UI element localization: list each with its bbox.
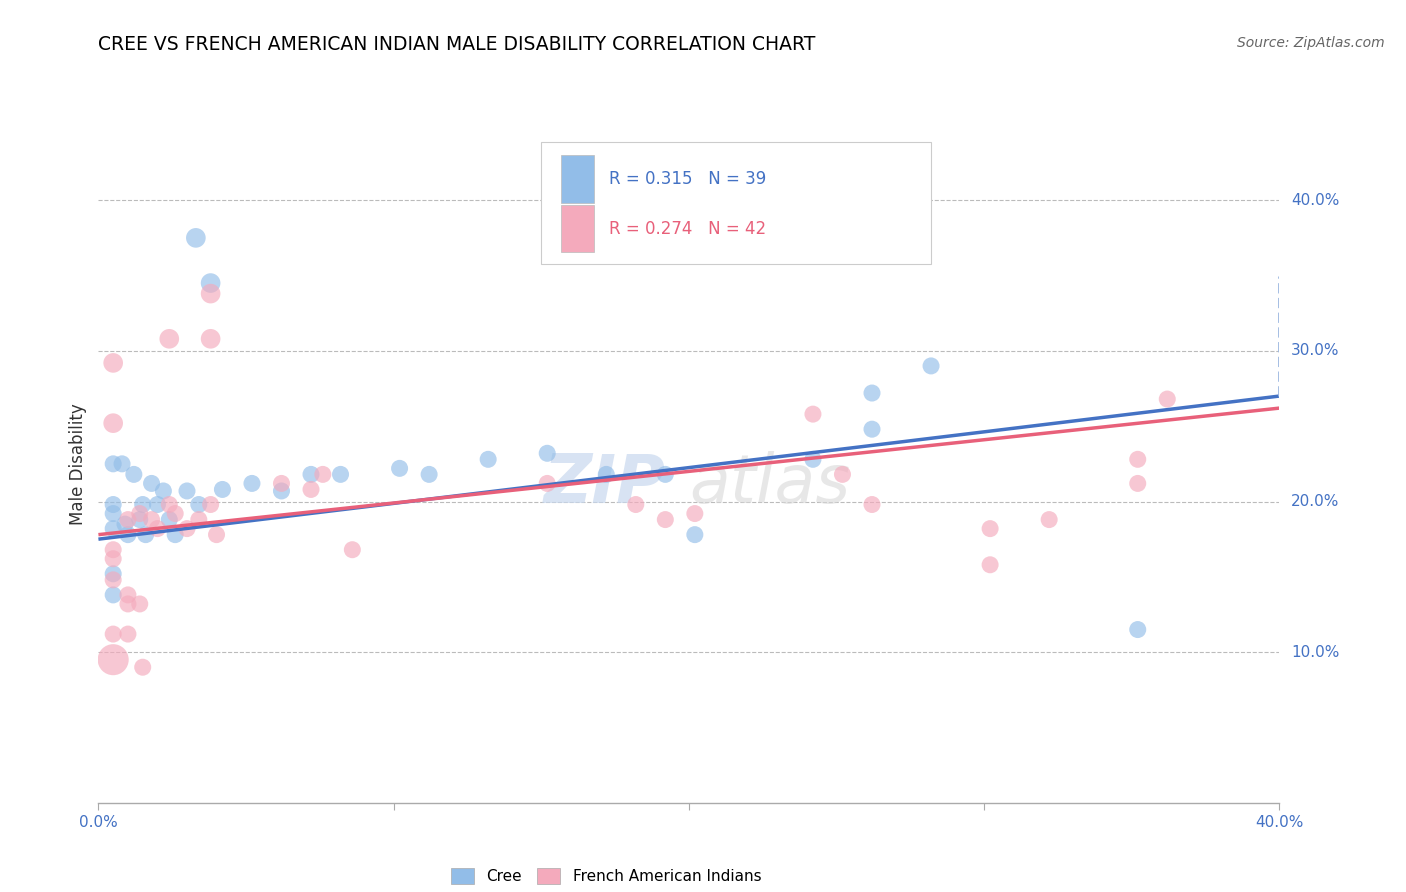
Point: [111, 457, 134, 471]
Point: [132, 498, 155, 512]
Point: [299, 483, 322, 497]
Text: CREE VS FRENCH AMERICAN INDIAN MALE DISABILITY CORRELATION CHART: CREE VS FRENCH AMERICAN INDIAN MALE DISA…: [98, 35, 815, 54]
Point: [117, 627, 139, 641]
Point: [176, 522, 198, 536]
Point: [157, 332, 180, 346]
Point: [1126, 452, 1149, 467]
Point: [200, 498, 222, 512]
Point: [165, 507, 187, 521]
Text: 20.0%: 20.0%: [1291, 494, 1340, 509]
Point: [103, 507, 125, 521]
Point: [128, 512, 150, 526]
Point: [200, 332, 222, 346]
Point: [103, 573, 125, 587]
Point: [117, 512, 139, 526]
Text: 10.0%: 10.0%: [1291, 645, 1340, 660]
Point: [184, 231, 207, 245]
Legend: Cree, French American Indians: Cree, French American Indians: [446, 862, 768, 890]
Point: [860, 386, 883, 401]
Text: atlas: atlas: [689, 451, 851, 517]
Point: [157, 512, 180, 526]
Point: [801, 452, 824, 467]
Text: R = 0.315   N = 39: R = 0.315 N = 39: [609, 170, 766, 188]
Point: [165, 527, 187, 541]
Point: [342, 542, 364, 557]
Point: [146, 522, 169, 536]
Point: [270, 483, 292, 498]
Point: [117, 588, 139, 602]
Point: [654, 467, 676, 482]
Text: Source: ZipAtlas.com: Source: ZipAtlas.com: [1237, 36, 1385, 50]
Point: [103, 566, 125, 581]
Bar: [561, 155, 595, 202]
Point: [329, 467, 352, 482]
Point: [1038, 512, 1060, 526]
Point: [595, 467, 617, 482]
Point: [152, 483, 174, 498]
Point: [654, 512, 676, 526]
Text: ZIP: ZIP: [544, 451, 665, 517]
Point: [103, 542, 125, 557]
Point: [536, 446, 558, 460]
Point: [418, 467, 440, 482]
Point: [128, 597, 150, 611]
Point: [103, 457, 125, 471]
Point: [141, 476, 163, 491]
Point: [205, 527, 228, 541]
Point: [103, 551, 125, 566]
Point: [1126, 623, 1149, 637]
Point: [624, 498, 647, 512]
Point: [979, 558, 1001, 572]
Point: [801, 407, 824, 421]
Point: [477, 452, 499, 467]
Point: [860, 498, 883, 512]
Point: [270, 476, 292, 491]
Text: R = 0.274   N = 42: R = 0.274 N = 42: [609, 219, 766, 237]
Point: [117, 597, 139, 611]
Point: [1126, 476, 1149, 491]
Point: [536, 476, 558, 491]
Point: [683, 527, 706, 541]
Point: [117, 527, 139, 541]
Point: [128, 507, 150, 521]
Point: [312, 467, 335, 482]
Point: [200, 276, 222, 290]
Point: [860, 422, 883, 436]
Point: [831, 467, 853, 482]
Point: [103, 416, 125, 430]
Point: [146, 498, 169, 512]
Point: [103, 653, 125, 667]
Bar: [561, 205, 595, 252]
Point: [200, 286, 222, 301]
Point: [176, 483, 198, 498]
Point: [187, 512, 209, 526]
Point: [187, 498, 209, 512]
Point: [211, 483, 233, 497]
Point: [114, 517, 136, 532]
Point: [920, 359, 942, 373]
Point: [240, 476, 263, 491]
Point: [122, 467, 145, 482]
Point: [1156, 392, 1178, 406]
Point: [683, 507, 706, 521]
Point: [103, 498, 125, 512]
Text: 30.0%: 30.0%: [1291, 343, 1340, 359]
Point: [103, 522, 125, 536]
FancyBboxPatch shape: [541, 142, 931, 264]
Point: [132, 660, 155, 674]
Point: [979, 522, 1001, 536]
Point: [157, 498, 180, 512]
Point: [103, 627, 125, 641]
Point: [299, 467, 322, 482]
Y-axis label: Male Disability: Male Disability: [69, 403, 87, 524]
Point: [388, 461, 411, 475]
Point: [141, 512, 163, 526]
Point: [135, 527, 157, 541]
Text: 40.0%: 40.0%: [1291, 193, 1340, 208]
Point: [103, 588, 125, 602]
Point: [103, 356, 125, 370]
